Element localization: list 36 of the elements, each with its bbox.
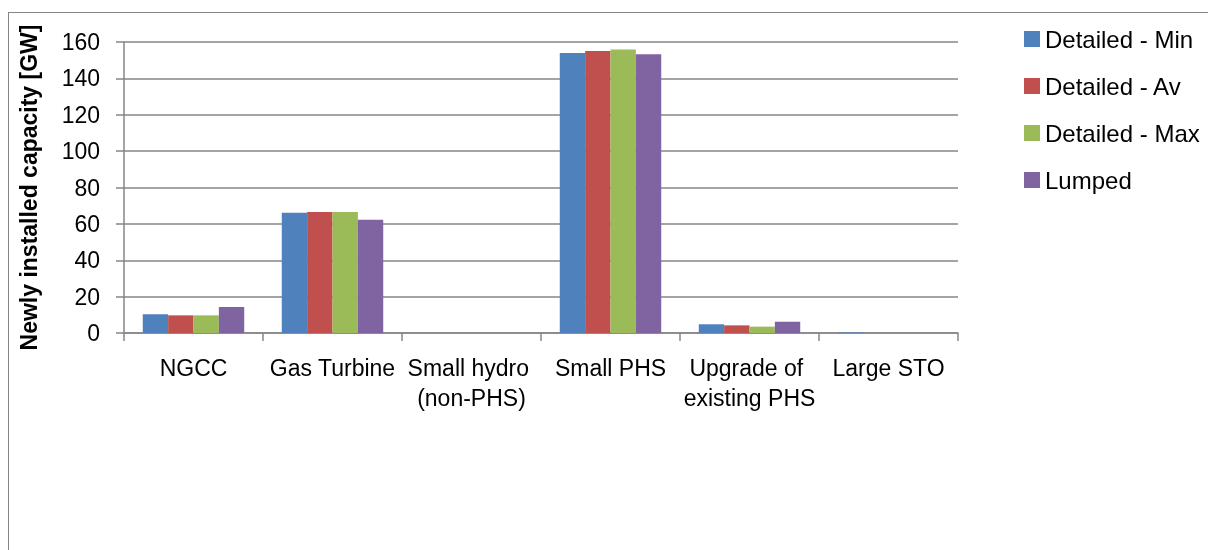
bar	[585, 51, 611, 333]
x-tick-label: Small PHS	[554, 355, 667, 381]
legend-label: Detailed - Max	[1045, 119, 1200, 147]
legend-label: Detailed - Min	[1045, 25, 1194, 53]
y-axis-title: Newly installed capacity [GW]	[15, 24, 42, 351]
legend-label: Lumped	[1045, 166, 1132, 194]
bar	[610, 49, 636, 333]
x-tick-label: Large STO	[832, 355, 945, 381]
x-tick-label: Small hydro (non-PHS)	[407, 355, 536, 411]
bar	[193, 315, 219, 333]
y-tick-label: 40	[74, 247, 100, 274]
x-tick-label: NGCC	[159, 355, 228, 381]
bar	[635, 54, 662, 333]
y-tick-label: 160	[61, 29, 100, 55]
y-tick-label: 120	[61, 101, 100, 128]
bar	[168, 315, 194, 333]
y-tick-label: 60	[74, 210, 100, 237]
bar	[218, 306, 245, 333]
bar	[307, 212, 333, 333]
legend-label: Detailed - Av	[1045, 72, 1181, 100]
bar	[559, 52, 586, 333]
bar	[332, 212, 358, 333]
y-tick-label: 20	[74, 283, 100, 310]
bar	[357, 219, 384, 333]
y-tick-label: 100	[61, 138, 100, 165]
bar	[281, 212, 308, 333]
y-tick-label: 80	[74, 174, 100, 201]
bar	[142, 314, 169, 333]
bar	[698, 324, 725, 333]
y-tick-label: 140	[61, 65, 100, 92]
bar	[774, 321, 801, 333]
x-tick-label: Upgrade of existing PHS	[683, 355, 816, 411]
y-tick-label: 0	[87, 320, 100, 346]
bar	[749, 326, 775, 333]
x-tick-label: Gas Turbine	[269, 355, 396, 381]
bar	[724, 325, 750, 333]
